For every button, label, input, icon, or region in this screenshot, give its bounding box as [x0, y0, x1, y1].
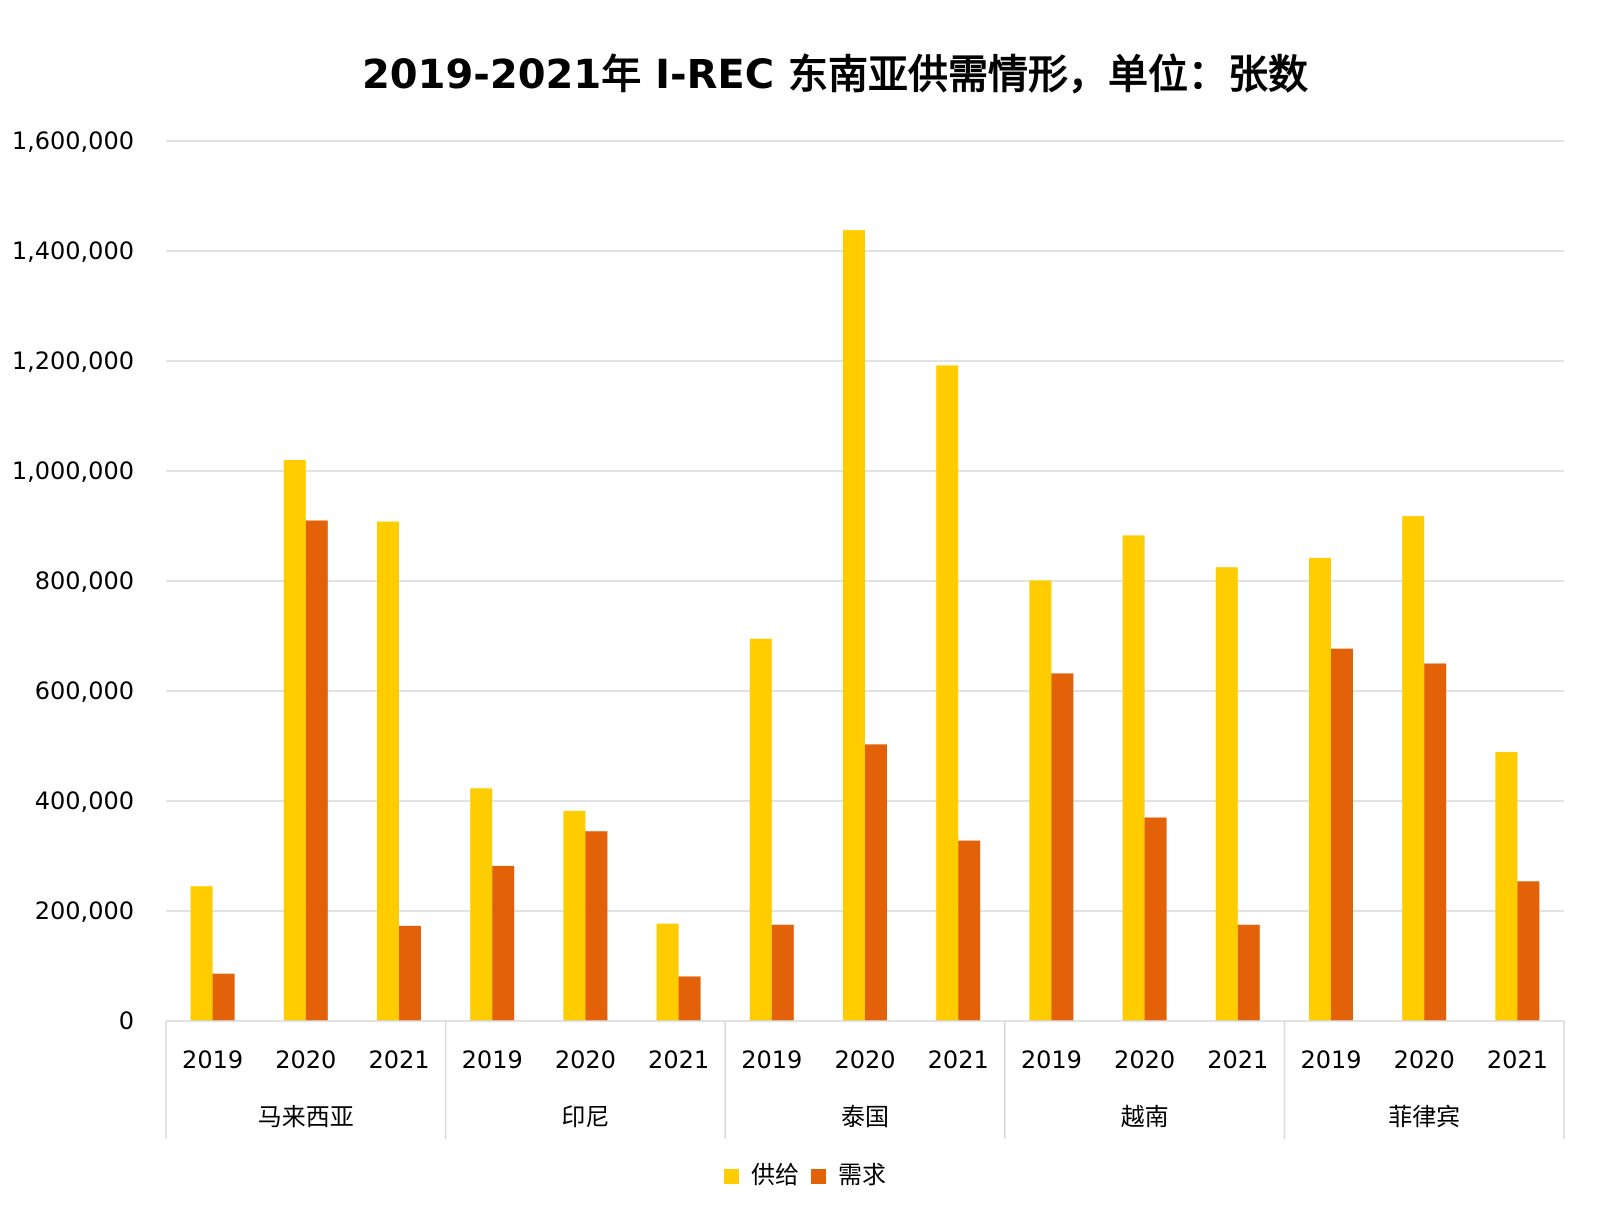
year-label: 2020 — [555, 1046, 616, 1074]
demand-bar — [1237, 924, 1260, 1021]
demand-bar — [305, 520, 328, 1021]
legend-label-supply: 供给 — [751, 1161, 799, 1189]
demand-bar — [585, 831, 608, 1021]
year-label: 2021 — [1487, 1046, 1548, 1074]
country-label: 泰国 — [841, 1103, 889, 1131]
y-tick-label: 1,200,000 — [12, 347, 134, 375]
demand-bar — [1424, 663, 1447, 1021]
country-label: 菲律宾 — [1388, 1103, 1460, 1131]
year-label: 2019 — [462, 1046, 523, 1074]
year-label: 2019 — [1300, 1046, 1361, 1074]
country-label: 印尼 — [561, 1103, 609, 1131]
supply-bar — [1215, 567, 1238, 1021]
year-label: 2021 — [648, 1046, 709, 1074]
supply-bar — [283, 460, 306, 1021]
supply-bar — [749, 638, 772, 1021]
y-axis: 0 200,000 400,000 600,000 800,000 1,000,000 1,… — [12, 127, 134, 1035]
year-label: 2020 — [834, 1046, 895, 1074]
legend: 供给 需求 — [724, 1161, 886, 1189]
y-tick-label: 800,000 — [35, 567, 134, 595]
year-label: 2021 — [1207, 1046, 1268, 1074]
y-tick-label: 1,400,000 — [12, 237, 134, 265]
demand-bar — [1051, 673, 1074, 1021]
supply-bar — [377, 521, 399, 1021]
supply-bar — [563, 810, 586, 1021]
demand-bar — [865, 744, 887, 1021]
year-label: 2020 — [275, 1046, 336, 1074]
country-label: 马来西亚 — [258, 1103, 354, 1131]
y-tick-label: 600,000 — [35, 677, 134, 705]
y-tick-label: 1,600,000 — [12, 127, 134, 155]
demand-bar — [678, 976, 701, 1021]
demand-bar — [1144, 817, 1167, 1021]
demand-bar — [399, 925, 421, 1021]
supply-bar — [656, 923, 679, 1021]
year-label: 2019 — [1021, 1046, 1082, 1074]
demand-bar — [771, 924, 794, 1021]
supply-bar — [190, 886, 213, 1021]
x-axis: 2019 2020 2021 马来西亚 2019 2020 2021 印尼 2019 2020 20… — [165, 1020, 1565, 1139]
year-label: 2020 — [1394, 1046, 1455, 1074]
y-tick-label: 1,000,000 — [12, 457, 134, 485]
legend-swatch-supply — [724, 1169, 739, 1184]
legend-swatch-demand — [811, 1169, 826, 1184]
legend-label-demand: 需求 — [838, 1161, 886, 1189]
y-tick-label: 0 — [119, 1007, 134, 1035]
supply-bar — [1402, 516, 1425, 1021]
bars — [190, 230, 1540, 1022]
country-label: 越南 — [1121, 1103, 1169, 1131]
supply-bar — [843, 230, 865, 1022]
supply-bar — [936, 365, 959, 1021]
supply-bar — [1122, 535, 1145, 1021]
supply-bar — [1495, 752, 1518, 1021]
demand-bar — [492, 865, 515, 1021]
y-tick-label: 200,000 — [35, 897, 134, 925]
demand-bar — [1331, 648, 1353, 1021]
supply-bar — [1029, 580, 1052, 1021]
supply-bar — [470, 788, 493, 1021]
year-label: 2019 — [182, 1046, 243, 1074]
year-label: 2021 — [928, 1046, 989, 1074]
y-tick-label: 400,000 — [35, 787, 134, 815]
demand-bar — [212, 973, 235, 1021]
chart-title: 2019-2021年 I-REC 东南亚供需情形，单位：张数 — [362, 52, 1308, 98]
demand-bar — [1517, 881, 1540, 1021]
year-label: 2021 — [368, 1046, 429, 1074]
year-label: 2019 — [741, 1046, 802, 1074]
year-label: 2020 — [1114, 1046, 1175, 1074]
demand-bar — [958, 840, 981, 1021]
supply-bar — [1309, 557, 1331, 1021]
